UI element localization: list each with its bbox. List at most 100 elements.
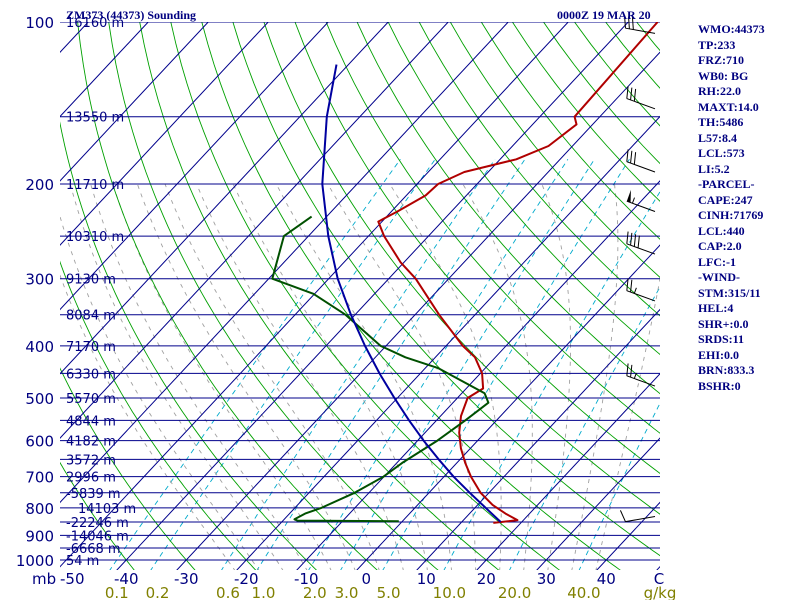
- height-label: 11710 m: [66, 178, 124, 193]
- index-wmo: WMO:44373: [698, 22, 765, 36]
- height-label: 9130 m: [66, 273, 116, 288]
- dry-adiabat-line: [356, 22, 660, 395]
- parcel-trace: [321, 64, 502, 523]
- pressure-tick-label: 1000: [16, 552, 54, 570]
- dry-adiabat-line: [60, 260, 257, 570]
- mixing-ratio-tick-label: 40.0: [567, 584, 600, 600]
- sounding-profiles: [271, 22, 659, 524]
- height-label: 54 m: [66, 554, 99, 569]
- height-label: 14103 m: [78, 502, 136, 517]
- wind-barb: [626, 363, 656, 387]
- mixing-ratio-tick-label: 5.0: [377, 584, 401, 600]
- wind-barb-staff: [626, 375, 656, 387]
- height-labels: 16160 m 13550 m 11710 m 10310 m 9130 m 8084 m…: [66, 16, 136, 569]
- wind-barb-flag: [624, 15, 626, 29]
- index-srds: SRDS:11: [698, 332, 745, 346]
- mixing-ratio-tick-label: 10.0: [433, 584, 466, 600]
- mixing-ratio-tick-label: 2.0: [303, 584, 327, 600]
- wind-barb-flag: [633, 152, 637, 165]
- index-hel: HEL:4: [698, 301, 734, 315]
- mixing-ratio-axis: 0.1 0.2 0.6 1.0 2.0 3.0 5.0 10.0 20.0 40.0 g/kg: [105, 584, 677, 600]
- index-shr: SHR+:0.0: [698, 316, 749, 331]
- dry-adiabat-line: [60, 461, 135, 570]
- index-lfc: LFC:-1: [698, 254, 736, 269]
- index-maxt: MAXT:14.0: [698, 99, 759, 114]
- mixing-ratio-tick-label: 0.1: [105, 584, 129, 600]
- mixing-ratio-lines: [109, 159, 660, 570]
- moist-adiabat-line: [60, 274, 236, 570]
- wind-barb-flag: [630, 279, 633, 293]
- pressure-tick-label: 900: [25, 527, 54, 545]
- height-label: -5839 m: [66, 487, 121, 502]
- height-label: -22246 m: [66, 516, 129, 531]
- wind-barb: [626, 149, 656, 173]
- index-l57: L57:8.4: [698, 130, 737, 145]
- pressure-tick-label: 400: [25, 338, 54, 356]
- time-title: 0000Z 19 MAR 20: [557, 8, 651, 22]
- temperature-tick-label: 40: [597, 570, 616, 588]
- wind-barb-flag: [633, 88, 637, 102]
- wind-barb: [626, 278, 656, 302]
- temperature-tick-label: -40: [114, 570, 139, 588]
- moist-adiabat-line: [136, 183, 356, 570]
- section-wind: -WIND-: [698, 270, 740, 284]
- wind-barb-flag: [626, 363, 629, 376]
- pressure-tick-label: 300: [25, 271, 54, 289]
- mixing-ratio-line: [340, 159, 595, 570]
- index-cap: CAP:2.0: [698, 239, 742, 253]
- isotherm-line: [176, 51, 660, 570]
- temperature-tick-label: 0: [361, 570, 371, 588]
- wind-barb-flag: [626, 278, 629, 291]
- index-rh: RH:22.0: [698, 84, 741, 98]
- isotherm-line: [296, 180, 660, 570]
- mixing-ratio-unit-label: g/kg: [644, 584, 677, 600]
- pressure-unit-label: mb: [32, 570, 56, 588]
- wind-barb-flag: [626, 149, 629, 162]
- wind-barb-flag: [633, 234, 637, 247]
- height-label: 7170 m: [66, 340, 116, 355]
- dry-adiabat-line: [449, 22, 660, 278]
- wind-barb: [624, 15, 656, 34]
- pressure-tick-label: 500: [25, 390, 54, 408]
- mixing-ratio-line: [221, 159, 496, 570]
- wind-barb-flag: [630, 232, 633, 246]
- wind-barb-pennant: [626, 189, 631, 203]
- moist-adiabat-line: [462, 183, 533, 570]
- height-label: 8084 m: [66, 309, 116, 324]
- index-bshr: BSHR:0: [698, 378, 741, 393]
- wind-barb-flag: [626, 86, 629, 99]
- isotherm-line: [60, 22, 449, 439]
- mixing-ratio-line: [443, 190, 660, 570]
- wind-barb-flag: [630, 87, 633, 100]
- isotherm-line: [476, 373, 660, 570]
- moist-adiabat-line: [112, 183, 332, 570]
- moist-adiabat-line: [232, 183, 428, 570]
- wind-barb-flag: [630, 150, 633, 164]
- temperature-tick-label: -20: [234, 570, 259, 588]
- height-label: 2996 m: [66, 471, 116, 486]
- dewpoint-trace: [271, 215, 490, 523]
- dry-adiabat-line: [60, 367, 196, 570]
- dry-adiabat-line: [263, 22, 660, 515]
- height-label: 4182 m: [66, 435, 116, 450]
- moist-adiabat-line: [90, 183, 308, 570]
- index-wb0: WB0: BG: [698, 68, 749, 83]
- mixing-ratio-line: [256, 159, 526, 570]
- moist-adiabats: [60, 183, 660, 570]
- mixing-ratio-line: [308, 159, 569, 570]
- isotherm-line: [60, 22, 569, 568]
- height-label: -6668 m: [66, 542, 121, 557]
- index-parcel-lcl: LCL:440: [698, 223, 745, 238]
- isotherm-line: [60, 22, 389, 375]
- temperature-trace: [377, 22, 659, 524]
- dry-adiabat-line: [108, 22, 439, 570]
- wind-barb: [619, 510, 656, 523]
- wind-barb-flag: [630, 364, 633, 378]
- pressure-tick-label: 700: [25, 469, 54, 487]
- mixing-ratio-line: [109, 159, 401, 570]
- wind-barb: [626, 86, 656, 110]
- isotherm-line: [60, 22, 329, 311]
- station-title: ZM373 (44373) Sounding: [66, 8, 197, 22]
- isotherm-line: [60, 22, 269, 246]
